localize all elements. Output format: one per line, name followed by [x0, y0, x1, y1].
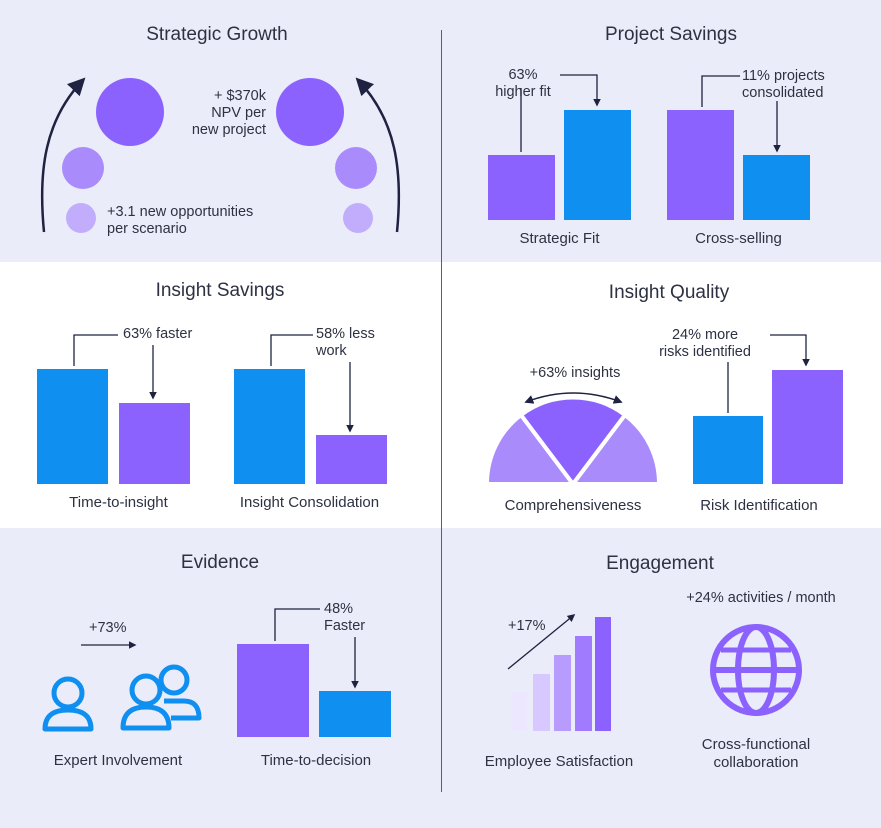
medium-circle-left: [62, 147, 104, 189]
cross-selling-note: 11% projects consolidated: [742, 68, 825, 101]
panel-title: Evidence: [180, 552, 260, 573]
risk-identification-note: 24% more risks identified: [659, 327, 751, 360]
collaboration-note: +24% activities / month: [686, 590, 836, 606]
time-to-decision-after-bar: [319, 691, 391, 737]
time-to-decision-before-bar: [237, 644, 309, 737]
panel-title: Engagement: [606, 553, 714, 574]
collaboration-label: Cross-functional collaboration: [701, 736, 811, 771]
cross-selling-after-bar: [743, 155, 810, 220]
time-to-insight-label: Time-to-insight: [69, 494, 168, 511]
risk-identification-before-bar: [693, 416, 763, 484]
insight-consolidation-before-bar: [234, 369, 305, 484]
time-to-insight-after-bar: [119, 403, 190, 484]
comprehensiveness-label: Comprehensiveness: [504, 497, 642, 514]
panel-title: Strategic Growth: [146, 24, 288, 45]
satisfaction-bar-1: [511, 692, 527, 731]
insight-consolidation-after-bar: [316, 435, 387, 484]
cross-selling-before-bar: [667, 110, 734, 220]
small-circle-right: [343, 203, 373, 233]
comprehensiveness-note: +63% insights: [529, 365, 621, 381]
insight-consolidation-note: 58% less work: [316, 326, 375, 359]
large-circle-right: [276, 78, 344, 146]
time-to-decision-note: 48% Faster: [324, 601, 366, 634]
satisfaction-bar-5: [595, 617, 611, 731]
satisfaction-bar-3: [554, 655, 571, 731]
risk-identification-label: Risk Identification: [700, 497, 818, 514]
expert-involvement-note: +73%: [89, 620, 127, 636]
panel-title: Project Savings: [604, 24, 737, 45]
employee-satisfaction-note: +17%: [508, 618, 546, 634]
insight-consolidation-label: Insight Consolidation: [239, 494, 380, 511]
opportunities-note: +3.1 new opportunities per scenario: [107, 204, 254, 237]
column-divider: [441, 30, 442, 792]
npv-note: + $370k NPV per new project: [191, 88, 266, 138]
strategic-fit-after-bar: [564, 110, 631, 220]
satisfaction-bar-4: [575, 636, 592, 731]
medium-circle-right: [335, 147, 377, 189]
time-to-insight-note: 63% faster: [123, 326, 193, 342]
satisfaction-bar-2: [533, 674, 550, 731]
employee-satisfaction-label: Employee Satisfaction: [484, 753, 634, 770]
small-circle-left: [66, 203, 96, 233]
panel-title: Insight Savings: [155, 280, 285, 301]
expert-involvement-label: Expert Involvement: [53, 752, 183, 769]
strategic-fit-before-bar: [488, 155, 555, 220]
time-to-decision-label: Time-to-decision: [260, 752, 372, 769]
strategic-fit-note: 63% higher fit: [495, 67, 551, 100]
panel-title: Insight Quality: [608, 282, 730, 303]
strategic-fit-label: Strategic Fit: [519, 230, 600, 247]
risk-identification-after-bar: [772, 370, 843, 484]
time-to-insight-before-bar: [37, 369, 108, 484]
cross-selling-label: Cross-selling: [695, 230, 782, 247]
large-circle-left: [96, 78, 164, 146]
